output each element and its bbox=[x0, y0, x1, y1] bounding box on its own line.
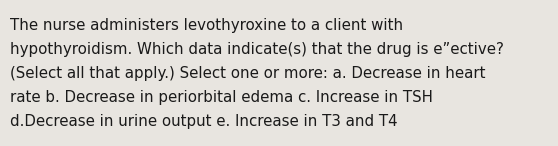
Text: rate b. Decrease in periorbital edema c. Increase in TSH: rate b. Decrease in periorbital edema c.… bbox=[10, 90, 433, 105]
Text: (Select all that apply.) Select one or more: a. Decrease in heart: (Select all that apply.) Select one or m… bbox=[10, 66, 485, 81]
Text: hypothyroidism. Which data indicate(s) that the drug is e”ective?: hypothyroidism. Which data indicate(s) t… bbox=[10, 42, 504, 57]
Text: d.Decrease in urine output e. Increase in T3 and T4: d.Decrease in urine output e. Increase i… bbox=[10, 114, 398, 129]
Text: The nurse administers levothyroxine to a client with: The nurse administers levothyroxine to a… bbox=[10, 18, 403, 33]
